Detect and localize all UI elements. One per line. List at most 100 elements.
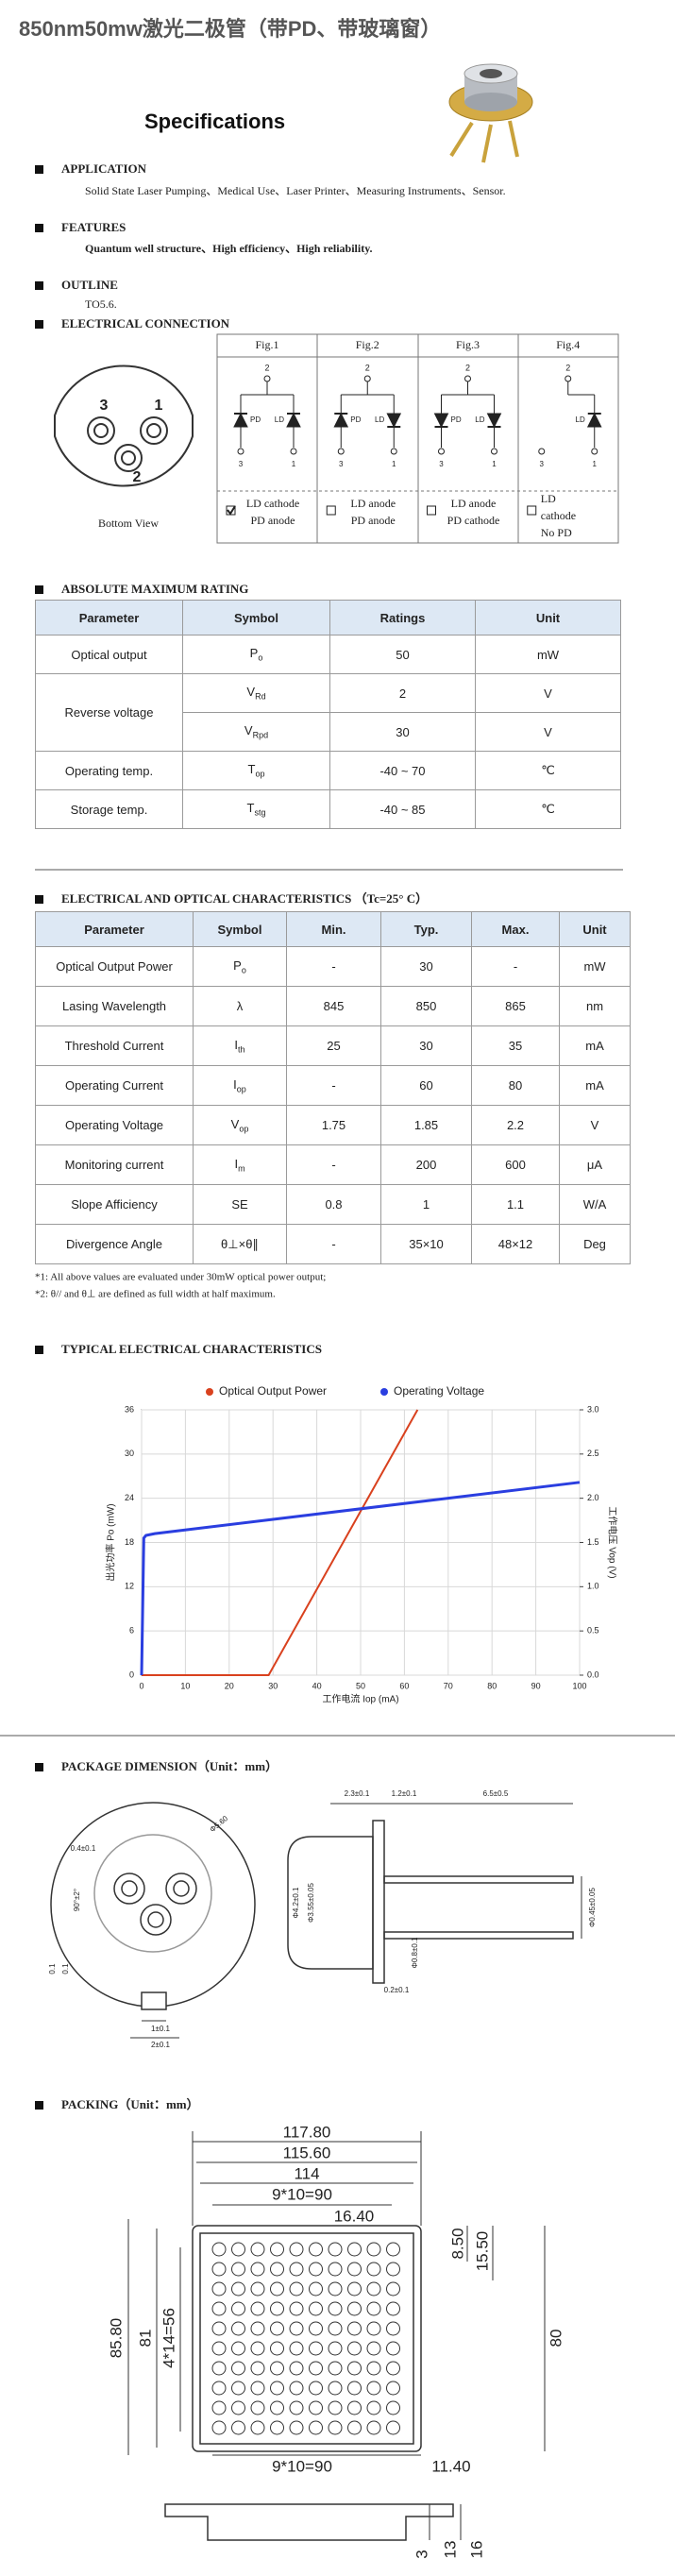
tray-hole: [289, 2341, 304, 2356]
tray-hole: [231, 2281, 245, 2296]
tray-hole: [250, 2381, 265, 2396]
cell: Top: [182, 751, 330, 790]
fig-text: cathode: [541, 509, 576, 522]
tray-hole: [270, 2281, 284, 2296]
pin-label: 3: [540, 460, 545, 468]
legend-marker: [206, 1388, 213, 1396]
dimension-label: 15.50: [473, 2231, 491, 2272]
cell: 35: [471, 1025, 560, 1066]
series-line: [140, 1481, 581, 1676]
tray-hole: [347, 2400, 362, 2415]
header-cell: Max.: [471, 911, 560, 947]
tray-hole: [231, 2420, 245, 2435]
cell: -: [286, 946, 381, 987]
symbol: P: [233, 958, 242, 973]
tray-hole: [270, 2400, 284, 2415]
section-heading: OUTLINE: [61, 278, 118, 292]
x-tick-label: 40: [312, 1681, 322, 1690]
cell: mW: [559, 946, 631, 987]
cell: Im: [193, 1144, 287, 1185]
x-tick-label: 10: [180, 1681, 190, 1690]
cell: 865: [471, 986, 560, 1026]
symbol: I: [233, 1076, 237, 1092]
x-tick-label: 80: [487, 1681, 497, 1690]
section-heading: ELECTRICAL AND OPTICAL CHARACTERISTICS （…: [61, 891, 428, 906]
tray-hole: [309, 2400, 323, 2415]
tray-hole: [231, 2361, 245, 2376]
x-tick-label: 50: [356, 1681, 365, 1690]
symbol-sub: m: [238, 1163, 245, 1174]
tray-hole: [211, 2321, 227, 2336]
tray-hole: [270, 2321, 284, 2336]
fig-circuit: [538, 375, 602, 455]
cell: Tstg: [182, 789, 330, 829]
tray-hole: [289, 2281, 304, 2296]
bullet: [35, 585, 43, 594]
cell: mA: [559, 1025, 631, 1066]
y-tick-label: 12: [125, 1582, 134, 1591]
y-tick-label: 18: [125, 1537, 134, 1547]
dimension-label: 90°±2°: [73, 1889, 81, 1911]
dimension-label: 13: [441, 2541, 459, 2559]
fig-title: Fig.4: [556, 338, 580, 351]
y2-tick-label: 2.5: [587, 1449, 599, 1458]
table: Parameter Symbol Min. Typ. Max. Unit Optical O…: [35, 911, 631, 1264]
cell: 30: [380, 1025, 472, 1066]
cell: Divergence Angle: [35, 1224, 194, 1264]
tray-hole: [366, 2400, 381, 2415]
header-cell: Ratings: [329, 600, 476, 636]
pin-label: 2: [565, 363, 570, 372]
cell: VRpd: [182, 712, 330, 752]
tray-hole: [231, 2400, 245, 2415]
cell: Lasing Wavelength: [35, 986, 194, 1026]
symbol-sub: Rpd: [252, 730, 269, 740]
tray-hole: [211, 2381, 227, 2396]
cell: Monitoring current: [35, 1144, 194, 1185]
tray-hole: [366, 2381, 381, 2396]
fig-text: PD cathode: [447, 514, 500, 527]
dimension-label: 11.40: [431, 2457, 470, 2475]
fig-circuit: [233, 375, 301, 455]
pin: [591, 448, 598, 455]
dimension-label: 1.2±0.1: [392, 1789, 417, 1798]
cell: 850: [380, 986, 472, 1026]
dimension-label: 85.80: [107, 2318, 125, 2359]
table: Parameter Symbol Ratings Unit Optical output…: [35, 600, 621, 829]
y2-axis-label: 工作电压 Vop (V): [606, 1506, 618, 1578]
symbol-sub: Rd: [255, 691, 266, 702]
fig-text: LD anode: [451, 497, 497, 510]
tray-hole: [289, 2400, 304, 2415]
bullet: [35, 320, 43, 329]
dimension-label: 9*10=90: [272, 2185, 332, 2203]
legend-label: Optical Output Power: [219, 1384, 327, 1398]
pin-label: 1: [492, 460, 497, 468]
pin: [538, 448, 546, 455]
symbol: P: [249, 646, 259, 661]
bullet: [35, 281, 43, 290]
tray-hole: [231, 2242, 245, 2257]
tray-hole: [250, 2400, 265, 2415]
y2-tick-label: 0.5: [587, 1626, 599, 1635]
pin: [337, 448, 345, 455]
cell: 1.1: [471, 1184, 560, 1225]
tray-hole: [366, 2321, 381, 2336]
dimension-label: 0.2±0.1: [384, 1986, 410, 1994]
cell: 80: [471, 1065, 560, 1106]
tray-hole: [250, 2281, 265, 2296]
cell: 25: [286, 1025, 381, 1066]
tray-hole: [250, 2301, 265, 2316]
cell: θ⊥×θ∥: [193, 1224, 287, 1264]
pin: [491, 448, 497, 455]
tray-hole: [347, 2420, 362, 2435]
cell: Operating Current: [35, 1065, 194, 1106]
fig-text: PD anode: [251, 514, 295, 527]
tray-hole: [289, 2321, 304, 2336]
pin-label: 2: [365, 363, 370, 372]
section-heading: APPLICATION: [61, 161, 147, 176]
cell: 48×12: [471, 1224, 560, 1264]
dimension-label: 115.60: [283, 2144, 331, 2161]
dimension-label: 1±0.1: [151, 2025, 171, 2033]
tray-hole: [347, 2242, 362, 2257]
features-text: Quantum well structure、High efficiency、H…: [85, 242, 373, 255]
